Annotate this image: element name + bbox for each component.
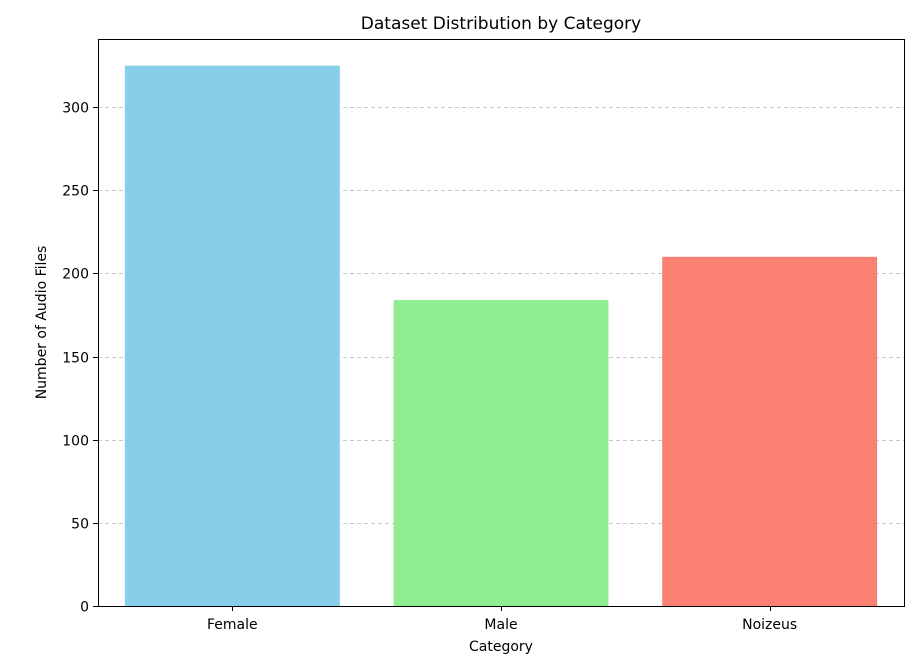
bar-noizeus bbox=[662, 256, 878, 606]
x-axis-ticks: Female Male Noizeus bbox=[207, 606, 797, 633]
y-axis-label: Number of Audio Files bbox=[34, 246, 50, 400]
bar-female bbox=[124, 65, 340, 606]
y-tick-label-100: 100 bbox=[62, 434, 89, 450]
y-axis-ticks: 0 50 100 150 200 250 300 bbox=[62, 101, 98, 616]
x-axis-label: Category bbox=[469, 639, 533, 655]
y-tick-label-50: 50 bbox=[71, 517, 89, 533]
x-tick-label-female: Female bbox=[207, 617, 258, 633]
x-tick-label-male: Male bbox=[484, 617, 517, 633]
bars bbox=[124, 65, 878, 606]
x-tick-label-noizeus: Noizeus bbox=[742, 617, 797, 633]
y-tick-label-200: 200 bbox=[62, 267, 89, 283]
y-tick-label-250: 250 bbox=[62, 184, 89, 200]
bar-male bbox=[393, 300, 609, 606]
y-tick-label-0: 0 bbox=[80, 600, 89, 616]
y-tick-label-150: 150 bbox=[62, 351, 89, 367]
y-tick-label-300: 300 bbox=[62, 101, 89, 117]
chart-title: Dataset Distribution by Category bbox=[361, 14, 641, 34]
